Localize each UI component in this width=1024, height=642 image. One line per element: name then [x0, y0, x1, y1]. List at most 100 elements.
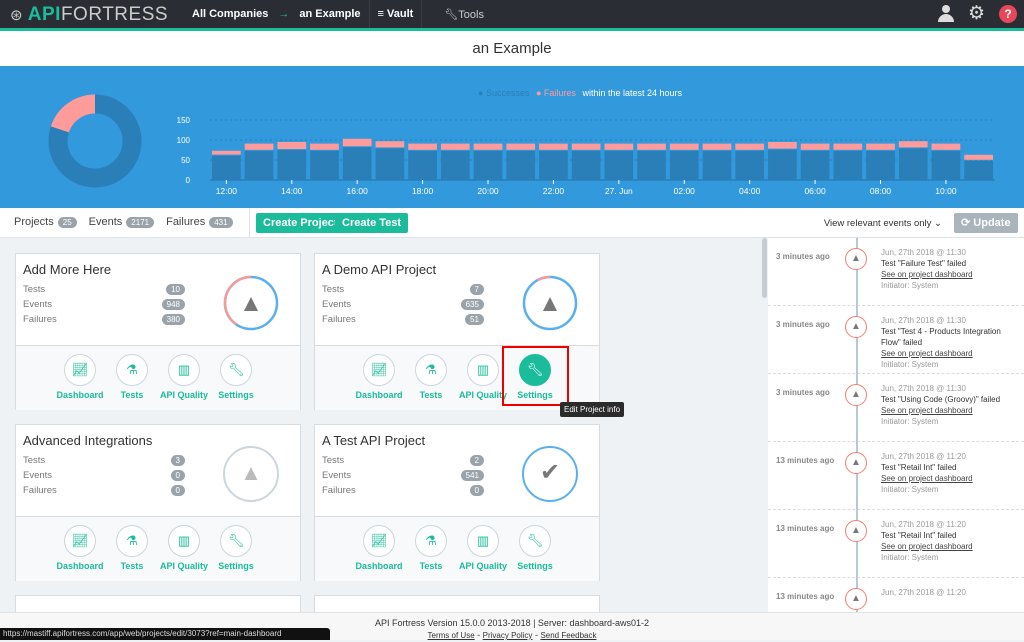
events-timeline: 3 minutes ago ▲ Jun, 27th 2018 @ 11:30 Tes…	[768, 238, 1024, 612]
help-icon[interactable]: ?	[999, 5, 1017, 23]
tooltip: Edit Project info	[560, 402, 625, 417]
tests-button[interactable]: ⚗︎ Tests	[106, 354, 158, 400]
x-tick-label: 10:00	[935, 186, 957, 196]
database-icon: ≡	[377, 8, 388, 20]
quality-button[interactable]: ▥ API Quality	[457, 354, 509, 400]
bar-failures	[898, 141, 928, 148]
divider	[368, 0, 370, 28]
x-tick-label: 12:00	[216, 186, 238, 196]
bar-chart-icon: ▥	[467, 525, 499, 557]
stats-bar: Projects 25 Events 2171 Failures 431 Create…	[0, 208, 1024, 238]
projects-count: Projects 25	[14, 216, 77, 228]
bar-failures	[473, 143, 503, 150]
settings-button[interactable]: 🔧︎ Settings	[210, 525, 262, 571]
warning-icon: ▲	[538, 290, 562, 317]
dashboard-button[interactable]: 📈︎ Dashboard	[353, 354, 405, 400]
bar-successes	[800, 150, 830, 180]
nav-tools[interactable]: 🔧︎Tools	[444, 8, 484, 21]
warning-icon: ▲	[845, 520, 867, 542]
quality-button[interactable]: ▥ API Quality	[457, 525, 509, 571]
bar-failures	[244, 143, 274, 150]
bar-failures	[800, 143, 830, 150]
wrench-icon: 🔧︎	[519, 354, 551, 386]
bar-successes	[669, 150, 699, 180]
tests-button[interactable]: ⚗︎ Tests	[405, 354, 457, 400]
dashboard-button[interactable]: 📈︎ Dashboard	[54, 354, 106, 400]
warning-icon: ▲	[845, 384, 867, 406]
event-filter-dropdown[interactable]: View relevant events only ⌄	[823, 218, 942, 229]
nav-vault[interactable]: ≡ Vault	[377, 8, 414, 20]
bar-successes	[440, 150, 470, 180]
x-tick-label: 22:00	[543, 186, 565, 196]
project-name[interactable]: Add More Here	[23, 262, 112, 277]
terms-link[interactable]: Terms of Use	[427, 631, 475, 640]
bar-successes	[604, 150, 634, 180]
bar-successes	[244, 150, 274, 180]
bar-successes	[833, 150, 863, 180]
logo[interactable]: ⊛ APIFORTRESS	[10, 4, 169, 25]
bar-successes	[539, 150, 568, 180]
warning-icon: ▲	[240, 460, 262, 485]
status-ring: ▲	[223, 275, 279, 331]
chart-line-icon: 📈︎	[363, 354, 395, 386]
legend-successes[interactable]: ● Successes	[478, 88, 530, 98]
warning-icon: ▲	[845, 316, 867, 338]
project-card: A Test API Project Tests 2 Events 541 Fail…	[314, 424, 600, 581]
x-tick-label: 18:00	[412, 186, 434, 196]
quality-button[interactable]: ▥ API Quality	[158, 525, 210, 571]
bar-failures	[408, 143, 437, 150]
project-dashboard-link[interactable]: See on project dashboard	[881, 270, 973, 279]
create-test-button[interactable]: Create Test	[335, 213, 409, 233]
bar-failures	[440, 143, 470, 150]
gear-icon[interactable]: ⚙	[968, 3, 986, 24]
scrollbar[interactable]	[762, 238, 767, 298]
arrow-icon: →	[278, 8, 290, 20]
breadcrumb-companies[interactable]: All Companies	[192, 8, 269, 20]
bar-successes	[506, 150, 536, 180]
settings-button[interactable]: 🔧︎ Settings	[509, 354, 561, 400]
warning-icon: ▲	[845, 452, 867, 474]
status-ring: ▲	[223, 446, 279, 502]
create-project-button[interactable]: Create Project	[256, 213, 345, 233]
tests-button[interactable]: ⚗︎ Tests	[405, 525, 457, 571]
wrench-icon: 🔧︎	[444, 8, 459, 21]
project-card: Advanced Integrations Tests 3 Events 0 Fai…	[15, 424, 301, 581]
bar-chart-icon: ▥	[168, 354, 200, 386]
overall-donut	[48, 94, 142, 188]
project-dashboard-link[interactable]: See on project dashboard	[881, 349, 973, 358]
wrench-icon: 🔧︎	[220, 354, 252, 386]
privacy-link[interactable]: Privacy Policy	[482, 631, 533, 640]
quality-button[interactable]: ▥ API Quality	[158, 354, 210, 400]
bar-failures	[277, 142, 307, 149]
tests-button[interactable]: ⚗︎ Tests	[106, 525, 158, 571]
version-text: API Fortress Version 15.0.0 2013-2018 | …	[375, 618, 649, 628]
update-button[interactable]: ⟳ Update	[954, 213, 1018, 233]
settings-button[interactable]: 🔧︎ Settings	[210, 354, 262, 400]
settings-button[interactable]: 🔧︎ Settings	[509, 525, 561, 571]
bar-successes	[212, 155, 241, 180]
bar-failures	[375, 141, 405, 148]
project-name[interactable]: Advanced Integrations	[23, 433, 153, 448]
dashboard-button[interactable]: 📈︎ Dashboard	[353, 525, 405, 571]
bar-failures	[669, 143, 699, 150]
project-dashboard-link[interactable]: See on project dashboard	[881, 406, 973, 415]
legend-failures[interactable]: ● Failures	[535, 88, 576, 98]
status-ring: ✔	[522, 446, 578, 502]
project-dashboard-link[interactable]: See on project dashboard	[881, 542, 973, 551]
tests-icon: ⚗︎	[116, 354, 148, 386]
bar-successes	[866, 150, 895, 180]
project-name[interactable]: A Test API Project	[322, 433, 426, 448]
bar-successes	[277, 150, 307, 180]
tests-icon: ⚗︎	[415, 354, 447, 386]
wrench-icon: 🔧︎	[519, 525, 551, 557]
event-item: 3 minutes ago ▲ Jun, 27th 2018 @ 11:30 Tes…	[768, 306, 1024, 374]
x-tick-label: 16:00	[347, 186, 369, 196]
feedback-link[interactable]: Send Feedback	[540, 631, 597, 640]
bar-failures	[571, 143, 601, 150]
dashboard-button[interactable]: 📈︎ Dashboard	[54, 525, 106, 571]
breadcrumb-project[interactable]: an Example	[299, 8, 361, 20]
event-item: 13 minutes ago ▲ Jun, 27th 2018 @ 11:20 Te…	[768, 510, 1024, 578]
project-dashboard-link[interactable]: See on project dashboard	[881, 474, 973, 483]
user-icon[interactable]	[938, 5, 954, 23]
project-name[interactable]: A Demo API Project	[322, 262, 437, 277]
